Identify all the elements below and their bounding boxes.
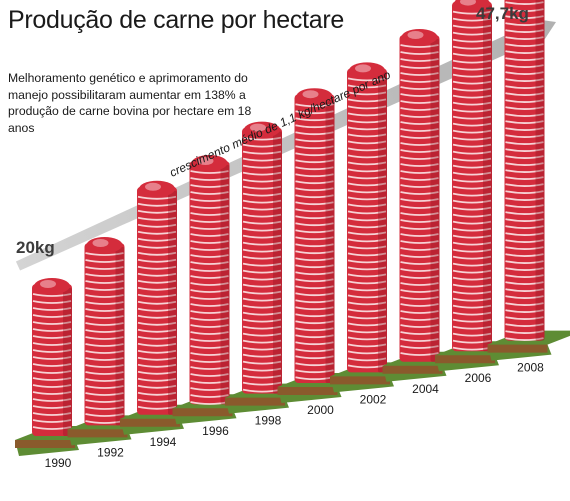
- bar-soil: [15, 440, 75, 448]
- x-tick-label: 2002: [360, 392, 387, 406]
- x-tick-label: 1994: [150, 435, 177, 449]
- x-tick-label: 1998: [255, 414, 282, 428]
- x-tick-label: 2008: [517, 361, 544, 375]
- x-tick-label: 2006: [465, 371, 492, 385]
- x-tick-label: 1996: [202, 424, 229, 438]
- bar-shade: [168, 191, 177, 415]
- bar-soil: [225, 398, 285, 406]
- bar-shade: [273, 132, 282, 394]
- bar-cap-highlight: [93, 239, 109, 247]
- bar-shade: [116, 247, 125, 425]
- bar-soil: [173, 408, 233, 416]
- x-tick-label: 2000: [307, 403, 334, 417]
- bar-soil: [68, 429, 128, 437]
- bar-soil: [435, 355, 495, 363]
- start-value-label: 20kg: [16, 238, 55, 257]
- x-tick-label: 1992: [97, 445, 124, 459]
- bar-soil: [488, 345, 548, 353]
- bar-shade: [431, 39, 440, 362]
- end-value-label: 47,7kg: [476, 4, 529, 23]
- bar-soil: [330, 376, 390, 384]
- bar-cap-highlight: [355, 64, 371, 72]
- bar-shade: [326, 98, 335, 383]
- bar-shade: [483, 6, 492, 352]
- bar-shade: [378, 72, 387, 372]
- bar-shade: [63, 288, 72, 436]
- x-tick-label: 2004: [412, 382, 439, 396]
- bar-cap-highlight: [40, 280, 56, 288]
- bar-soil: [278, 387, 338, 395]
- x-tick-label: 1990: [45, 456, 72, 470]
- bar-shade: [221, 165, 230, 404]
- chart-title: Produção de carne por hectare: [8, 6, 344, 35]
- bar-shade: [536, 0, 545, 341]
- bar-soil: [383, 366, 443, 374]
- bar-soil: [120, 419, 180, 427]
- bar-cap-highlight: [408, 31, 424, 39]
- bar-cap-highlight: [145, 183, 161, 191]
- bar-cap-highlight: [303, 90, 319, 98]
- chart-subtitle: Melhoramento genético e aprimoramento do…: [8, 70, 278, 136]
